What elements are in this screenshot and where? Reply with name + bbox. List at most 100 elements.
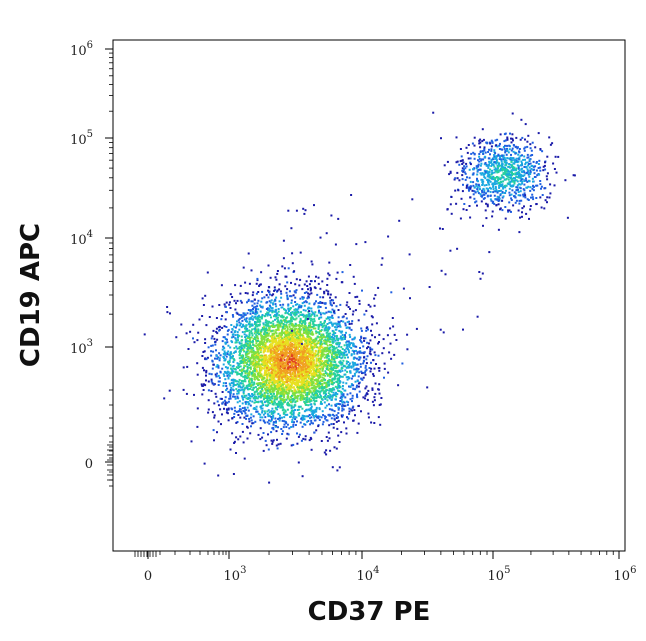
event-dot	[338, 323, 341, 325]
event-dot	[359, 365, 362, 368]
event-dot	[309, 345, 312, 348]
event-dot	[331, 323, 334, 326]
event-dot	[260, 337, 263, 340]
event-dot	[324, 346, 327, 349]
event-dot	[273, 398, 276, 401]
event-dot	[282, 303, 285, 306]
event-dot	[247, 402, 250, 405]
event-dot	[271, 417, 274, 420]
event-dot	[263, 394, 266, 397]
event-dot	[292, 355, 295, 358]
event-dot	[306, 341, 309, 344]
event-dot	[288, 346, 291, 349]
event-dot	[283, 420, 286, 423]
event-dot	[316, 331, 319, 334]
event-dot	[296, 420, 298, 423]
event-dot	[223, 336, 226, 339]
event-dot	[360, 336, 363, 339]
event-dot	[251, 393, 254, 395]
event-dot	[320, 400, 322, 403]
event-dot	[253, 323, 256, 325]
event-dot	[252, 415, 255, 418]
event-dot	[362, 376, 365, 379]
event-dot	[319, 311, 322, 314]
event-dot	[277, 400, 280, 403]
event-dot	[321, 423, 324, 426]
event-dot	[312, 322, 315, 325]
event-dot	[267, 338, 269, 341]
event-dot	[231, 432, 234, 435]
event-dot	[252, 422, 255, 425]
event-dot	[276, 379, 279, 382]
event-dot	[268, 384, 271, 387]
event-dot	[292, 392, 295, 395]
event-dot	[325, 343, 328, 345]
event-dot	[339, 352, 342, 355]
event-dot	[300, 344, 303, 347]
event-dot	[311, 332, 314, 335]
event-dot	[351, 361, 354, 364]
event-dot	[234, 330, 237, 333]
event-dot	[240, 382, 242, 385]
event-dot	[284, 327, 286, 330]
event-dot	[365, 392, 368, 395]
event-dot	[426, 386, 429, 389]
event-dot	[270, 395, 273, 398]
event-dot	[215, 375, 218, 378]
event-dot	[322, 333, 325, 336]
event-dot	[263, 296, 266, 299]
event-dot	[295, 289, 298, 292]
event-dot	[282, 408, 285, 411]
event-dot	[231, 408, 234, 411]
event-dot	[301, 324, 304, 327]
event-dot	[265, 369, 268, 372]
event-dot	[369, 305, 372, 308]
event-dot	[372, 359, 375, 362]
event-dot	[263, 350, 266, 353]
event-dot	[292, 325, 295, 328]
event-dot	[261, 358, 264, 361]
event-dot	[302, 336, 305, 339]
event-dot	[347, 377, 350, 380]
event-dot	[241, 388, 244, 391]
event-dot	[326, 353, 329, 356]
event-dot	[290, 404, 293, 407]
event-dot	[163, 397, 166, 400]
event-dot	[305, 384, 308, 387]
event-dot	[336, 377, 339, 380]
event-dot	[293, 358, 296, 361]
event-dot	[309, 319, 312, 322]
event-dot	[249, 344, 252, 346]
event-dot	[233, 299, 236, 302]
event-dot	[341, 351, 344, 354]
event-dot	[316, 382, 318, 385]
event-dot	[306, 362, 309, 365]
event-dot	[245, 370, 248, 373]
event-dot	[318, 317, 321, 320]
event-dot	[237, 372, 240, 375]
event-dot	[254, 359, 257, 362]
event-dot	[257, 392, 260, 395]
event-dot	[312, 412, 315, 415]
event-dot	[339, 337, 342, 340]
event-dot	[318, 331, 321, 334]
event-dot	[306, 360, 309, 363]
event-dot	[356, 380, 359, 383]
event-dot	[211, 305, 214, 308]
event-dot	[267, 357, 270, 360]
event-dot	[260, 347, 263, 350]
event-dot	[261, 388, 264, 390]
event-dot	[224, 342, 227, 345]
event-dot	[293, 390, 296, 393]
event-dot	[283, 345, 286, 348]
event-dot	[304, 350, 307, 352]
event-dot	[325, 339, 328, 342]
event-dot	[296, 358, 299, 361]
event-dot	[282, 325, 285, 328]
event-dot	[328, 337, 331, 340]
event-dot	[221, 326, 224, 329]
event-dot	[309, 358, 312, 361]
event-dot	[261, 363, 264, 366]
event-dot	[307, 386, 310, 388]
event-dot	[309, 280, 312, 283]
